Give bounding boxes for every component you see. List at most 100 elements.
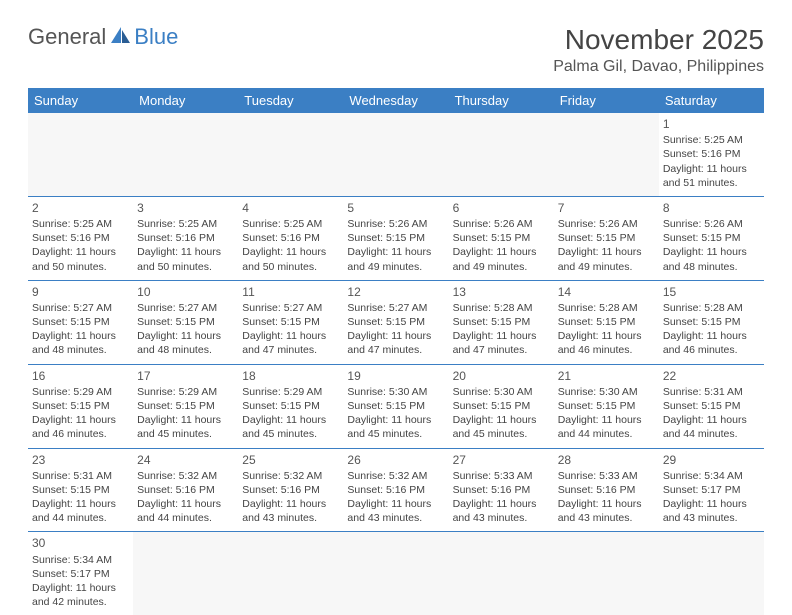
sunrise-line: Sunrise: 5:31 AM — [32, 469, 129, 483]
sunset-line: Sunset: 5:15 PM — [663, 399, 760, 413]
sunset-line: Sunset: 5:15 PM — [32, 483, 129, 497]
day-header: Saturday — [659, 88, 764, 113]
daylight-line: Daylight: 11 hours and 44 minutes. — [137, 497, 234, 525]
sunset-line: Sunset: 5:16 PM — [453, 483, 550, 497]
day-header: Wednesday — [343, 88, 448, 113]
header: General Blue November 2025 Palma Gil, Da… — [28, 24, 764, 76]
sunrise-line: Sunrise: 5:26 AM — [663, 217, 760, 231]
day-cell: 10Sunrise: 5:27 AMSunset: 5:15 PMDayligh… — [133, 280, 238, 364]
day-cell: 26Sunrise: 5:32 AMSunset: 5:16 PMDayligh… — [343, 448, 448, 532]
day-number: 1 — [663, 116, 760, 132]
calendar-row: 16Sunrise: 5:29 AMSunset: 5:15 PMDayligh… — [28, 364, 764, 448]
sunset-line: Sunset: 5:16 PM — [242, 231, 339, 245]
day-number: 5 — [347, 200, 444, 216]
day-number: 29 — [663, 452, 760, 468]
daylight-line: Daylight: 11 hours and 48 minutes. — [137, 329, 234, 357]
day-cell: 28Sunrise: 5:33 AMSunset: 5:16 PMDayligh… — [554, 448, 659, 532]
day-number: 6 — [453, 200, 550, 216]
sunrise-line: Sunrise: 5:27 AM — [32, 301, 129, 315]
day-number: 23 — [32, 452, 129, 468]
daylight-line: Daylight: 11 hours and 49 minutes. — [558, 245, 655, 273]
sunrise-line: Sunrise: 5:33 AM — [558, 469, 655, 483]
day-number: 7 — [558, 200, 655, 216]
daylight-line: Daylight: 11 hours and 50 minutes. — [32, 245, 129, 273]
daylight-line: Daylight: 11 hours and 44 minutes. — [558, 413, 655, 441]
daylight-line: Daylight: 11 hours and 43 minutes. — [558, 497, 655, 525]
day-number: 19 — [347, 368, 444, 384]
day-number: 27 — [453, 452, 550, 468]
sunset-line: Sunset: 5:15 PM — [558, 399, 655, 413]
day-cell: 12Sunrise: 5:27 AMSunset: 5:15 PMDayligh… — [343, 280, 448, 364]
daylight-line: Daylight: 11 hours and 50 minutes. — [137, 245, 234, 273]
sunrise-line: Sunrise: 5:26 AM — [558, 217, 655, 231]
empty-cell — [238, 532, 343, 615]
sail-icon — [110, 24, 132, 50]
daylight-line: Daylight: 11 hours and 50 minutes. — [242, 245, 339, 273]
empty-cell — [554, 532, 659, 615]
sunset-line: Sunset: 5:15 PM — [32, 315, 129, 329]
day-number: 11 — [242, 284, 339, 300]
sunset-line: Sunset: 5:16 PM — [558, 483, 655, 497]
sunrise-line: Sunrise: 5:34 AM — [663, 469, 760, 483]
day-number: 25 — [242, 452, 339, 468]
day-cell: 16Sunrise: 5:29 AMSunset: 5:15 PMDayligh… — [28, 364, 133, 448]
day-header: Sunday — [28, 88, 133, 113]
sunset-line: Sunset: 5:15 PM — [453, 315, 550, 329]
day-number: 3 — [137, 200, 234, 216]
day-cell: 30Sunrise: 5:34 AMSunset: 5:17 PMDayligh… — [28, 532, 133, 615]
sunset-line: Sunset: 5:15 PM — [347, 315, 444, 329]
daylight-line: Daylight: 11 hours and 48 minutes. — [32, 329, 129, 357]
sunset-line: Sunset: 5:15 PM — [558, 231, 655, 245]
day-cell: 22Sunrise: 5:31 AMSunset: 5:15 PMDayligh… — [659, 364, 764, 448]
empty-cell — [238, 113, 343, 196]
day-number: 12 — [347, 284, 444, 300]
day-number: 15 — [663, 284, 760, 300]
month-title: November 2025 — [553, 24, 764, 56]
sunrise-line: Sunrise: 5:26 AM — [453, 217, 550, 231]
day-number: 10 — [137, 284, 234, 300]
sunrise-line: Sunrise: 5:29 AM — [137, 385, 234, 399]
empty-cell — [133, 532, 238, 615]
daylight-line: Daylight: 11 hours and 51 minutes. — [663, 162, 760, 190]
day-number: 18 — [242, 368, 339, 384]
daylight-line: Daylight: 11 hours and 45 minutes. — [137, 413, 234, 441]
daylight-line: Daylight: 11 hours and 43 minutes. — [453, 497, 550, 525]
sunrise-line: Sunrise: 5:33 AM — [453, 469, 550, 483]
sunset-line: Sunset: 5:15 PM — [242, 399, 339, 413]
day-cell: 15Sunrise: 5:28 AMSunset: 5:15 PMDayligh… — [659, 280, 764, 364]
calendar-head: SundayMondayTuesdayWednesdayThursdayFrid… — [28, 88, 764, 113]
daylight-line: Daylight: 11 hours and 43 minutes. — [347, 497, 444, 525]
sunrise-line: Sunrise: 5:32 AM — [137, 469, 234, 483]
sunrise-line: Sunrise: 5:28 AM — [453, 301, 550, 315]
sunrise-line: Sunrise: 5:25 AM — [32, 217, 129, 231]
day-header: Tuesday — [238, 88, 343, 113]
day-cell: 21Sunrise: 5:30 AMSunset: 5:15 PMDayligh… — [554, 364, 659, 448]
daylight-line: Daylight: 11 hours and 44 minutes. — [663, 413, 760, 441]
calendar-body: 1Sunrise: 5:25 AMSunset: 5:16 PMDaylight… — [28, 113, 764, 615]
daylight-line: Daylight: 11 hours and 49 minutes. — [347, 245, 444, 273]
sunrise-line: Sunrise: 5:25 AM — [242, 217, 339, 231]
sunset-line: Sunset: 5:15 PM — [453, 399, 550, 413]
daylight-line: Daylight: 11 hours and 45 minutes. — [242, 413, 339, 441]
sunset-line: Sunset: 5:15 PM — [663, 315, 760, 329]
sunrise-line: Sunrise: 5:27 AM — [347, 301, 444, 315]
day-header: Monday — [133, 88, 238, 113]
day-cell: 9Sunrise: 5:27 AMSunset: 5:15 PMDaylight… — [28, 280, 133, 364]
empty-cell — [343, 113, 448, 196]
sunrise-line: Sunrise: 5:32 AM — [242, 469, 339, 483]
empty-cell — [449, 532, 554, 615]
calendar-table: SundayMondayTuesdayWednesdayThursdayFrid… — [28, 88, 764, 615]
sunset-line: Sunset: 5:15 PM — [347, 231, 444, 245]
sunrise-line: Sunrise: 5:29 AM — [32, 385, 129, 399]
day-number: 16 — [32, 368, 129, 384]
daylight-line: Daylight: 11 hours and 46 minutes. — [32, 413, 129, 441]
empty-cell — [449, 113, 554, 196]
day-number: 20 — [453, 368, 550, 384]
daylight-line: Daylight: 11 hours and 47 minutes. — [242, 329, 339, 357]
day-number: 21 — [558, 368, 655, 384]
logo-text-a: General — [28, 24, 106, 50]
day-number: 26 — [347, 452, 444, 468]
day-cell: 2Sunrise: 5:25 AMSunset: 5:16 PMDaylight… — [28, 196, 133, 280]
daylight-line: Daylight: 11 hours and 43 minutes. — [242, 497, 339, 525]
sunrise-line: Sunrise: 5:28 AM — [558, 301, 655, 315]
